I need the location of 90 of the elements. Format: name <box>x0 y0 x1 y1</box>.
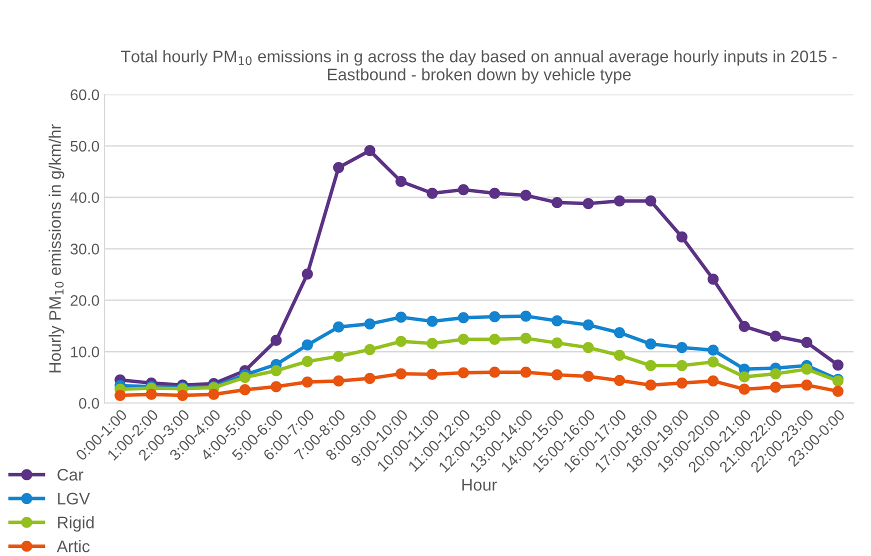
point <box>738 320 750 332</box>
point <box>426 188 438 199</box>
y-tick-label: 0.0 <box>79 398 100 409</box>
point <box>489 334 500 345</box>
legend-label: Rigid <box>58 516 94 532</box>
point <box>645 380 656 391</box>
point <box>645 360 656 372</box>
point <box>302 356 313 367</box>
point <box>552 369 563 380</box>
point <box>582 319 594 330</box>
point <box>426 368 438 380</box>
point <box>458 334 469 345</box>
y-tick-label: 10.0 <box>71 346 100 358</box>
point <box>676 377 688 389</box>
point <box>582 198 594 210</box>
chart-title: Total hourly PM$_{10}$ emissions in g across the day based on annual average hourly inputs in 2015 - Eastbound - broken down by vehicle type <box>121 50 837 84</box>
point <box>738 384 750 395</box>
point <box>364 318 376 330</box>
point <box>738 371 750 382</box>
point <box>708 344 719 356</box>
point <box>333 162 344 174</box>
point <box>708 375 719 387</box>
y-axis-title: Hourly PM$_{10}$ emissions in g/km/hr <box>48 124 64 372</box>
point <box>489 188 500 199</box>
point <box>770 368 782 380</box>
point <box>208 388 220 400</box>
point <box>614 350 626 361</box>
point <box>395 312 407 323</box>
point <box>364 372 376 384</box>
point <box>270 365 282 376</box>
point <box>333 321 344 333</box>
point <box>676 231 688 243</box>
point <box>302 339 313 351</box>
point <box>458 367 469 378</box>
point <box>582 342 594 354</box>
point <box>645 338 656 350</box>
point <box>520 366 532 378</box>
point <box>239 384 251 396</box>
point <box>270 334 282 346</box>
point <box>676 360 688 372</box>
point <box>614 327 626 338</box>
point <box>333 350 344 362</box>
point <box>708 356 719 368</box>
point <box>645 195 656 207</box>
point <box>426 338 438 349</box>
point <box>801 364 812 375</box>
point <box>520 310 532 322</box>
point <box>426 316 438 327</box>
point <box>364 145 376 156</box>
point <box>302 376 313 388</box>
point <box>302 268 313 280</box>
point <box>458 184 469 196</box>
point <box>770 382 782 393</box>
point <box>520 332 532 344</box>
point <box>239 372 251 383</box>
point <box>520 190 532 201</box>
point <box>395 336 407 347</box>
point <box>552 315 563 326</box>
point <box>176 390 188 401</box>
point <box>552 337 563 348</box>
point <box>333 375 344 387</box>
y-tick-label: 40.0 <box>70 192 100 204</box>
point <box>489 366 500 378</box>
point <box>801 336 812 348</box>
point <box>676 342 688 354</box>
point <box>582 370 594 382</box>
point <box>832 386 844 397</box>
point <box>489 311 500 322</box>
legend-label: Artic <box>56 540 90 552</box>
point <box>364 344 376 356</box>
point <box>458 312 469 324</box>
point <box>801 380 812 391</box>
x-axis-title: Hour <box>462 479 497 491</box>
legend-label: LGV <box>58 492 90 505</box>
point <box>770 330 782 342</box>
point <box>708 274 719 285</box>
point <box>146 388 157 400</box>
point <box>552 196 563 208</box>
y-tick-label: 60.0 <box>70 89 100 100</box>
point <box>832 359 844 371</box>
point <box>395 368 407 380</box>
y-tick-label: 50.0 <box>70 140 100 152</box>
point <box>614 374 626 386</box>
point <box>270 381 282 392</box>
y-tick-label: 30.0 <box>70 244 100 254</box>
point <box>614 195 626 207</box>
y-tick-label: 20.0 <box>70 295 100 306</box>
point <box>395 176 407 187</box>
point <box>114 390 126 401</box>
legend-label: Car <box>58 468 84 481</box>
